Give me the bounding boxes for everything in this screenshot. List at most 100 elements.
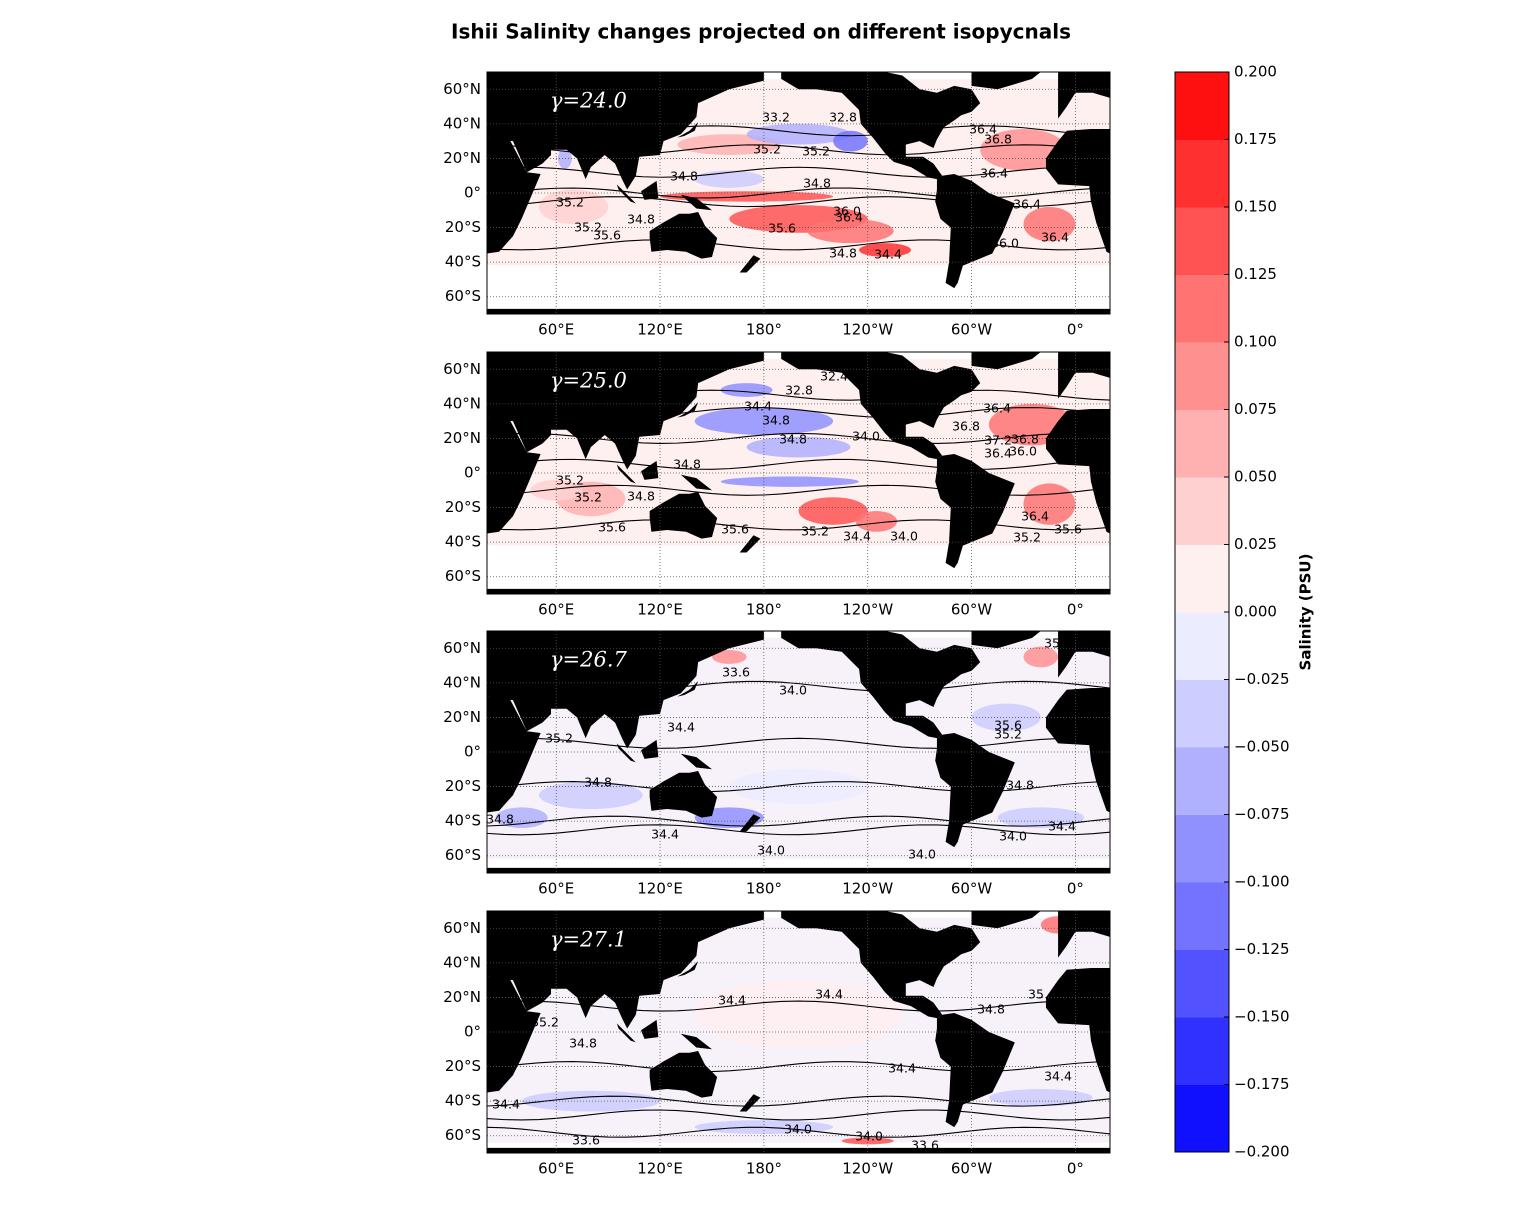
contour-label: 34.8 (1006, 778, 1034, 793)
map-panel: 33.2 32.835.2 35.234.8 34.835.234.835.235.6… (443, 71, 1111, 339)
x-tick-label: 120°E (637, 1160, 683, 1178)
colorbar-band (1175, 274, 1229, 343)
land (935, 173, 1015, 289)
contour-label: 36.0 (1009, 444, 1037, 459)
colorbar-tick-label: −0.125 (1234, 940, 1290, 958)
x-tick-label: 180° (746, 880, 782, 898)
land (1058, 72, 1110, 119)
contour-line (487, 519, 1110, 531)
land (971, 72, 1041, 90)
map-content: 34.4 34.4 35.2 34.8 34.4 34.4 34.8 35 34.4 33.6 34… (487, 911, 1110, 1153)
map-panel: 34.4 34.4 35.2 34.8 34.4 34.4 34.8 35 34.4 33.6 34… (443, 910, 1111, 1178)
y-tick-label: 20°N (443, 708, 481, 726)
contour-label: 33.6 (911, 1138, 939, 1153)
contour-line (487, 1109, 1110, 1121)
contour-label: 33.2 (762, 110, 790, 125)
land (971, 911, 1041, 929)
x-tick-label: 120°E (637, 880, 683, 898)
contour-label: 34.0 (855, 1129, 883, 1144)
colorbar-tick-label: 0.150 (1234, 198, 1277, 216)
land (781, 631, 981, 739)
land (649, 1051, 718, 1098)
land (487, 631, 764, 749)
contour-label: 35.2 (802, 144, 830, 159)
colorbar-tick-label: −0.025 (1234, 670, 1290, 688)
land (781, 352, 981, 460)
contour-label: 36.0 (833, 204, 861, 219)
land (487, 588, 1110, 594)
contour-label: 35.6 (593, 228, 621, 243)
contour-label: 34.4 (744, 399, 772, 414)
land (616, 184, 636, 204)
land (641, 739, 659, 759)
land (1058, 911, 1110, 958)
y-tick-label: 60°N (443, 360, 481, 378)
y-tick-label: 20°S (445, 218, 481, 236)
contour-label: 36.0 (991, 236, 1019, 251)
land (649, 212, 718, 259)
contour-label: 34.0 (999, 829, 1027, 844)
anomaly-patch (855, 511, 898, 532)
contour-label: 35 (1028, 987, 1044, 1002)
panel-frame (486, 71, 1111, 315)
contour-label: 35.6 (1054, 522, 1082, 537)
contour-label: 34.8 (569, 1036, 597, 1051)
y-tick-label: 40°S (445, 1092, 481, 1110)
colorbar-tick-label: −0.175 (1234, 1075, 1290, 1093)
colorbar-band (1175, 477, 1229, 545)
land (487, 308, 1110, 314)
map-content: 32.432.834.434.834.8 34.034.835.235.2 34.8… (487, 352, 1110, 594)
isopycnal-label: γ=24.0 (550, 89, 627, 113)
colorbar-band (1175, 747, 1229, 815)
anomaly-patch (495, 807, 548, 829)
x-tick-label: 180° (746, 321, 782, 339)
land (616, 464, 636, 484)
anomaly-patch (841, 1137, 894, 1145)
y-tick-label: 20°S (445, 1057, 481, 1075)
land (739, 535, 761, 553)
contour-label: 35.2 (556, 195, 584, 210)
contour-label: 34.4 (651, 827, 679, 842)
contour-label: 35.2 (574, 220, 602, 235)
land (739, 255, 761, 273)
land (641, 460, 659, 480)
isopycnal-label: γ=26.7 (550, 648, 628, 672)
land (739, 1094, 761, 1112)
contour-label: 34.4 (888, 1061, 916, 1076)
colorbar-band (1175, 72, 1229, 140)
y-tick-label: 20°S (445, 498, 481, 516)
contour-label: 36.8 (984, 132, 1012, 147)
contour-label: 36.4 (980, 166, 1008, 181)
x-tick-label: 120°E (637, 601, 683, 619)
contour-label: 37.2 (984, 433, 1012, 448)
x-tick-label: 60°E (538, 880, 574, 898)
contour-label: 34.4 (815, 987, 843, 1002)
panel-frame (486, 351, 1111, 595)
anomaly-patch (711, 650, 747, 664)
contour-label: 36.4 (983, 401, 1011, 416)
x-tick-label: 120°W (842, 1160, 893, 1178)
x-tick-label: 60°W (951, 321, 993, 339)
land (680, 194, 712, 211)
contour-label: 34.8 (673, 457, 701, 472)
y-tick-label: 40°S (445, 533, 481, 551)
y-tick-label: 60°N (443, 80, 481, 98)
y-tick-label: 20°N (443, 429, 481, 447)
land (487, 696, 541, 813)
y-tick-label: 40°N (443, 114, 481, 132)
land (641, 180, 659, 200)
contour-line (487, 737, 1110, 749)
contour-label: 35.2 (531, 1015, 559, 1030)
land (680, 753, 712, 770)
colorbar-tick-label: 0.025 (1234, 535, 1277, 553)
anomaly-patch (859, 243, 911, 257)
contour-label: 35.6 (598, 520, 626, 535)
contour-label: 34.4 (667, 720, 695, 735)
y-tick-label: 20°S (445, 777, 481, 795)
x-tick-label: 180° (746, 1160, 782, 1178)
colorbar-band (1175, 544, 1229, 613)
anomaly-patch (798, 497, 868, 525)
anomaly-patch (720, 383, 773, 397)
x-tick-label: 0° (1067, 321, 1084, 339)
contour-line (487, 458, 1110, 470)
